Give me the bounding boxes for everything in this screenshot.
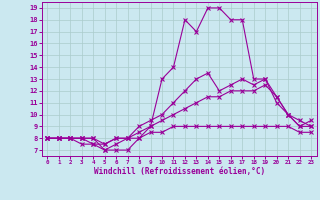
X-axis label: Windchill (Refroidissement éolien,°C): Windchill (Refroidissement éolien,°C) bbox=[94, 167, 265, 176]
